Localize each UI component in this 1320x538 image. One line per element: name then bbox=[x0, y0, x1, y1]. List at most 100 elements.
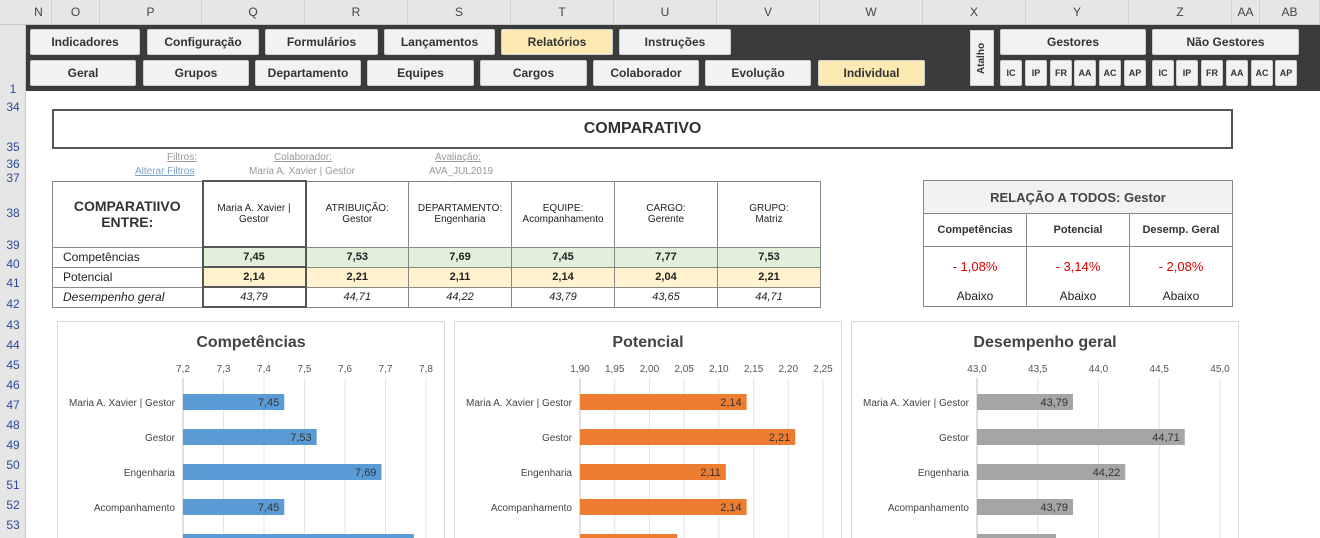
bar[interactable] bbox=[977, 534, 1056, 538]
colaborador-value: Maria A. Xavier | Gestor bbox=[249, 166, 355, 177]
row-header-37[interactable]: 37 bbox=[6, 171, 20, 185]
row-header-45[interactable]: 45 bbox=[6, 358, 20, 372]
nav-evolucao-button[interactable]: Evolução bbox=[705, 60, 811, 86]
row-header-50[interactable]: 50 bbox=[6, 458, 20, 472]
row-header-47[interactable]: 47 bbox=[6, 398, 20, 412]
column-header-n[interactable]: N bbox=[26, 0, 52, 25]
column-header-y[interactable]: Y bbox=[1026, 0, 1129, 25]
nav-lancamentos-button[interactable]: Lançamentos bbox=[384, 29, 495, 55]
nav-indicadores-button[interactable]: Indicadores bbox=[30, 29, 140, 55]
column-header: ATRIBUIÇÃO: Gestor bbox=[305, 180, 409, 248]
row-header-35[interactable]: 35 bbox=[6, 140, 20, 154]
bar[interactable] bbox=[183, 429, 317, 445]
cell: 2,14 bbox=[201, 266, 307, 288]
column-header-aa[interactable]: AA bbox=[1232, 0, 1260, 25]
shortcut-gestores-ic-button[interactable]: IC bbox=[1000, 60, 1022, 86]
bar[interactable] bbox=[183, 394, 285, 410]
row-header-46[interactable]: 46 bbox=[6, 378, 20, 392]
cell: 7,53 bbox=[305, 246, 409, 268]
bar[interactable] bbox=[580, 394, 747, 410]
column-header-z[interactable]: Z bbox=[1129, 0, 1232, 25]
filtros-label: Filtros: bbox=[167, 152, 197, 163]
bar[interactable] bbox=[580, 464, 726, 480]
nav-instrucoes-button[interactable]: Instruções bbox=[619, 29, 731, 55]
category-label: Maria A. Xavier | Gestor bbox=[69, 398, 176, 409]
shortcut-gestores-ip-button[interactable]: IP bbox=[1025, 60, 1047, 86]
nav-colaborador-button[interactable]: Colaborador bbox=[593, 60, 699, 86]
shortcut-nao-gestores-ap-button[interactable]: AP bbox=[1275, 60, 1297, 86]
bar[interactable] bbox=[580, 534, 678, 538]
shortcut-nao-gestores-fr-button[interactable]: FR bbox=[1201, 60, 1223, 86]
gestores-button[interactable]: Gestores bbox=[1000, 29, 1146, 55]
row-header-49[interactable]: 49 bbox=[6, 438, 20, 452]
row-header-43[interactable]: 43 bbox=[6, 318, 20, 332]
column-header-w[interactable]: W bbox=[820, 0, 923, 25]
row-header-44[interactable]: 44 bbox=[6, 338, 20, 352]
row-header-41[interactable]: 41 bbox=[6, 276, 20, 290]
shortcut-gestores-aa-button[interactable]: AA bbox=[1074, 60, 1096, 86]
nav-individual-button[interactable]: Individual bbox=[818, 60, 925, 86]
tick-label: 7,8 bbox=[419, 364, 433, 375]
column-header-x[interactable]: X bbox=[923, 0, 1026, 25]
nav-departamento-button[interactable]: Departamento bbox=[255, 60, 361, 86]
table-row: Desempenho geral 43,79 44,71 44,22 43,79… bbox=[52, 286, 821, 308]
column-header-t[interactable]: T bbox=[511, 0, 614, 25]
nav-grupos-button[interactable]: Grupos bbox=[143, 60, 249, 86]
column-header-s[interactable]: S bbox=[408, 0, 511, 25]
bar[interactable] bbox=[977, 429, 1185, 445]
cell: 2,04 bbox=[614, 266, 718, 288]
column-header-o[interactable]: O bbox=[52, 0, 100, 25]
nav-configuracao-button[interactable]: Configuração bbox=[147, 29, 259, 55]
bar[interactable] bbox=[580, 429, 796, 445]
nav-geral-button[interactable]: Geral bbox=[30, 60, 136, 86]
row-header-34[interactable]: 34 bbox=[6, 100, 20, 114]
shortcut-nao-gestores-ip-button[interactable]: IP bbox=[1176, 60, 1198, 86]
cell: 44,71 bbox=[717, 286, 821, 308]
bar[interactable] bbox=[977, 464, 1126, 480]
row-header-48[interactable]: 48 bbox=[6, 418, 20, 432]
colaborador-label: Colaborador: bbox=[274, 152, 332, 163]
row-header-52[interactable]: 52 bbox=[6, 498, 20, 512]
bar[interactable] bbox=[977, 394, 1073, 410]
row-header-39[interactable]: 39 bbox=[6, 238, 20, 252]
row-header-51[interactable]: 51 bbox=[6, 478, 20, 492]
nav-cargos-button[interactable]: Cargos bbox=[480, 60, 587, 86]
row-header-1[interactable]: 1 bbox=[9, 82, 17, 96]
column-header-q[interactable]: Q bbox=[202, 0, 305, 25]
tick-label: 43,0 bbox=[967, 364, 987, 375]
bar[interactable] bbox=[183, 464, 382, 480]
bar[interactable] bbox=[183, 534, 414, 538]
shortcut-nao-gestores-ac-button[interactable]: AC bbox=[1251, 60, 1273, 86]
bar[interactable] bbox=[580, 499, 747, 515]
column-header-u[interactable]: U bbox=[614, 0, 717, 25]
bar[interactable] bbox=[977, 499, 1073, 515]
tick-label: 2,25 bbox=[813, 364, 833, 375]
cell: 43,65 bbox=[614, 286, 718, 308]
nav-relatorios-button[interactable]: Relatórios bbox=[501, 29, 613, 55]
relation-header: Potencial bbox=[1026, 213, 1130, 247]
column-header: CARGO: Gerente bbox=[614, 180, 718, 248]
row-header-38[interactable]: 38 bbox=[6, 206, 20, 220]
cell: 7,53 bbox=[717, 246, 821, 268]
tick-label: 2,10 bbox=[709, 364, 729, 375]
shortcut-gestores-ap-button[interactable]: AP bbox=[1124, 60, 1146, 86]
shortcut-nao-gestores-ic-button[interactable]: IC bbox=[1152, 60, 1174, 86]
column-header-ab[interactable]: AB bbox=[1260, 0, 1320, 25]
alterar-filtros-link[interactable]: Alterar Filtros bbox=[135, 166, 195, 177]
column-header-p[interactable]: P bbox=[100, 0, 202, 25]
shortcut-gestores-ac-button[interactable]: AC bbox=[1099, 60, 1121, 86]
row-header-42[interactable]: 42 bbox=[6, 297, 20, 311]
nao-gestores-button[interactable]: Não Gestores bbox=[1152, 29, 1299, 55]
row-header-40[interactable]: 40 bbox=[6, 257, 20, 271]
tick-label: 45,0 bbox=[1210, 364, 1230, 375]
nav-equipes-button[interactable]: Equipes bbox=[367, 60, 474, 86]
column-header-v[interactable]: V bbox=[717, 0, 820, 25]
bar[interactable] bbox=[183, 499, 285, 515]
column-header-r[interactable]: R bbox=[305, 0, 408, 25]
data-label: 7,53 bbox=[290, 432, 311, 444]
row-header-36[interactable]: 36 bbox=[6, 157, 20, 171]
shortcut-gestores-fr-button[interactable]: FR bbox=[1050, 60, 1072, 86]
nav-formularios-button[interactable]: Formulários bbox=[265, 29, 378, 55]
shortcut-nao-gestores-aa-button[interactable]: AA bbox=[1226, 60, 1248, 86]
row-header-53[interactable]: 53 bbox=[6, 518, 20, 532]
